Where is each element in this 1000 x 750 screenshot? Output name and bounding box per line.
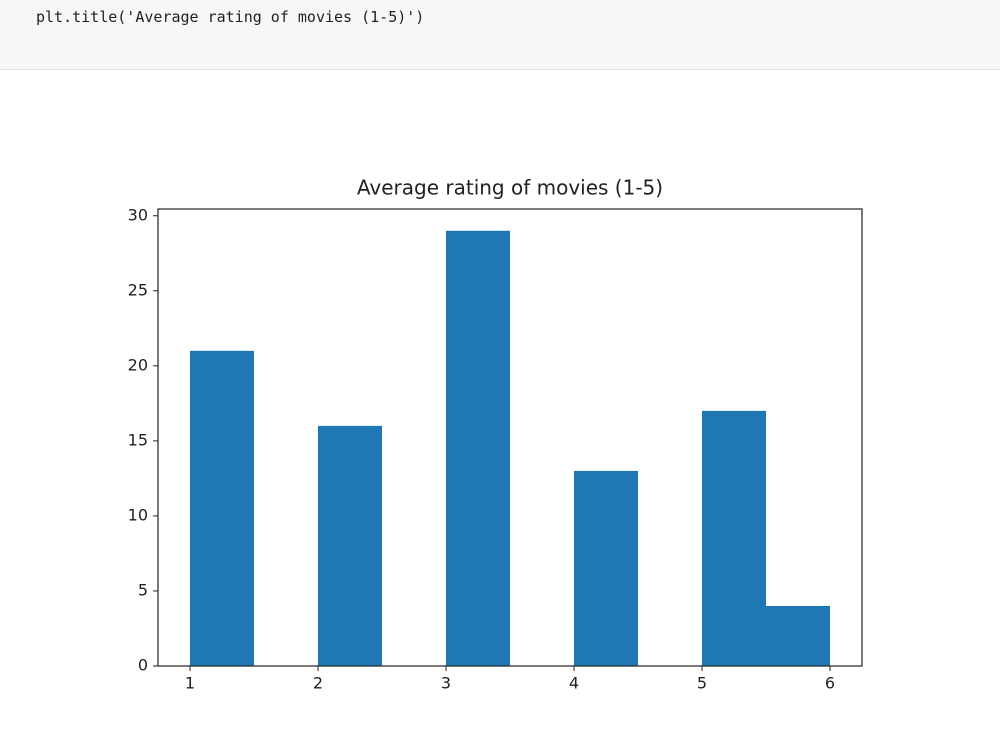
x-tick-label: 1 [185,674,195,693]
bar [318,425,382,666]
y-tick-label: 20 [128,355,148,374]
y-tick-label: 30 [128,205,148,224]
y-tick-label: 10 [128,505,148,524]
y-tick-label: 15 [128,430,148,449]
y-tick-label: 0 [138,656,148,675]
bar [574,470,638,666]
x-tick-label: 5 [697,674,707,693]
bar [702,410,766,666]
code-cell: plt.title('Average rating of movies (1-5… [0,0,1000,70]
axes-frame [157,208,863,667]
y-tick-label: 5 [138,580,148,599]
x-tick-label: 2 [313,674,323,693]
x-tick-label: 3 [441,674,451,693]
x-tick-label: 4 [569,674,579,693]
chart-title: Average rating of movies (1-5) [357,176,663,200]
bar [446,230,510,666]
bar [190,350,254,666]
code-text: plt.title('Average rating of movies (1-5… [36,8,425,26]
y-tick-label: 25 [128,280,148,299]
bar [766,605,830,666]
x-tick-label: 6 [825,674,835,693]
